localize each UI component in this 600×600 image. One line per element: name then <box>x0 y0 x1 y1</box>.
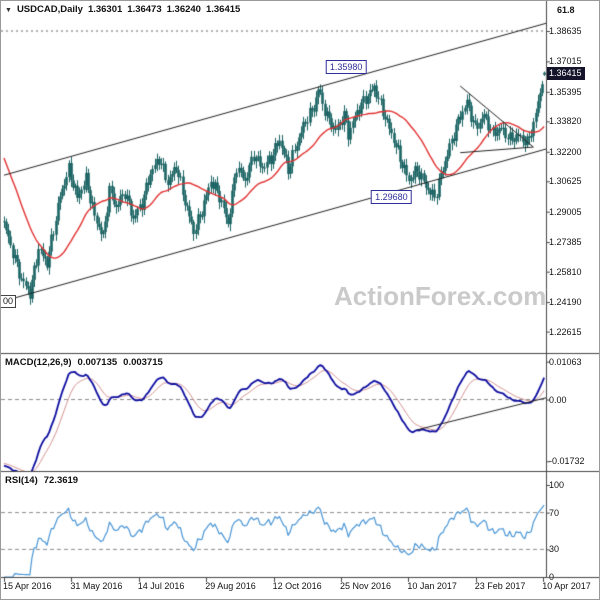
current-price-tag: 1.36415 <box>547 66 585 80</box>
macd-label: MACD(12,26,9) <box>5 357 72 368</box>
rsi-header: RSI(14) 72.3619 <box>5 475 84 486</box>
macd-signal-value: 0.003715 <box>123 357 163 368</box>
macd-header: MACD(12,26,9) 0.007135 0.003715 <box>5 357 169 368</box>
price-callout-support: 1.29680 <box>371 189 412 204</box>
macd-main-value: 0.007135 <box>77 357 118 368</box>
fib-level-label: 61.8 <box>557 5 575 15</box>
symbol-timeframe: USDCAD,Daily <box>16 4 83 15</box>
quote-bar: ▼ USDCAD,Daily 1.36301 1.36473 1.36240 1.3641… <box>5 4 245 15</box>
rsi-label: RSI(14) <box>5 475 38 486</box>
rsi-value: 72.3619 <box>43 475 79 486</box>
quote-low: 1.36240 <box>166 4 201 15</box>
quote-open: 1.36301 <box>87 4 123 15</box>
quote-high: 1.36473 <box>127 4 162 15</box>
price-callout-resistance: 1.35980 <box>325 59 367 74</box>
channel-start-price-label: 00 <box>1 294 17 308</box>
symbol-dropdown-icon[interactable]: ▼ <box>5 7 12 14</box>
quote-close: 1.36415 <box>205 4 241 15</box>
